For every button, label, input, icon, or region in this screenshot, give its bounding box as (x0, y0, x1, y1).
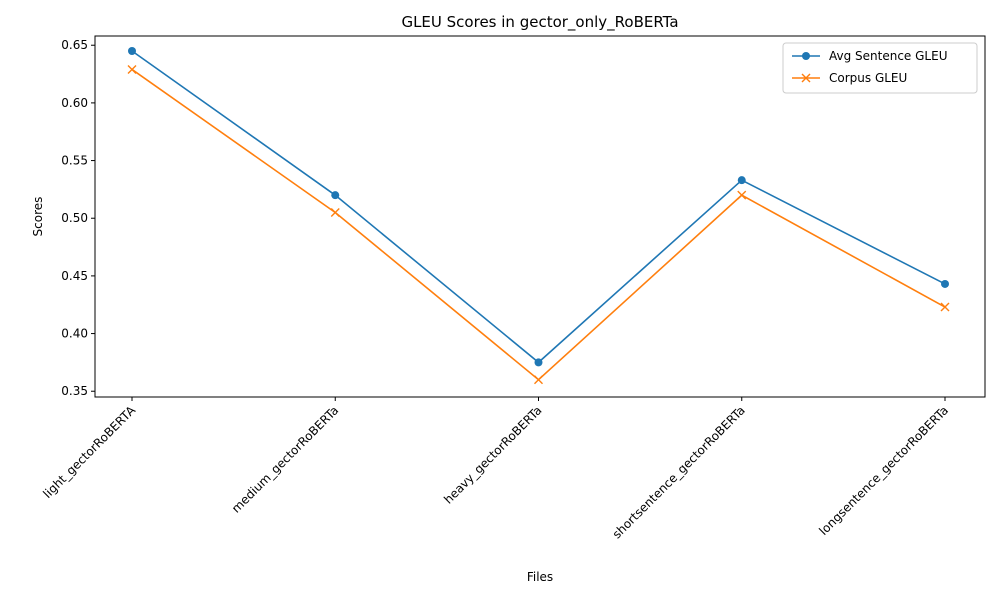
chart-title: GLEU Scores in gector_only_RoBERTa (401, 13, 678, 32)
x-tick-label: light_gectorRoBERTA (40, 403, 138, 501)
x-tick-label: longsentence_gectorRoBERTa (816, 403, 951, 538)
y-tick-label: 0.55 (61, 154, 88, 168)
y-tick-label: 0.40 (61, 327, 88, 341)
y-tick-label: 0.45 (61, 269, 88, 283)
plot-area (94, 35, 986, 398)
y-axis: 0.35 0.40 0.45 0.50 0.55 0.60 0.65 (61, 38, 95, 398)
x-axis: light_gectorRoBERTA medium_gectorRoBERTa h… (40, 397, 951, 541)
data-point (330, 207, 340, 217)
data-point (127, 64, 137, 74)
legend: Avg Sentence GLEU Corpus GLEU (782, 42, 978, 94)
legend-box (782, 42, 978, 94)
legend-label: Corpus GLEU (829, 71, 907, 85)
series-line (131, 68, 946, 381)
legend-label: Avg Sentence GLEU (829, 49, 947, 63)
x-tick-label: medium_gectorRoBERTa (229, 403, 341, 515)
series-layer (127, 46, 950, 385)
legend-marker (802, 52, 810, 60)
data-point (128, 46, 136, 55)
x-tick-label: heavy_gectorRoBERTa (441, 403, 544, 506)
y-axis-label: Scores (31, 197, 45, 237)
data-point (940, 302, 950, 312)
x-tick-label: shortsentence_gectorRoBERTa (610, 403, 748, 541)
legend-marker (801, 73, 811, 83)
y-tick-label: 0.60 (61, 96, 88, 110)
series-line (131, 50, 946, 364)
data-point (534, 375, 543, 385)
x-axis-label: Files (527, 570, 553, 584)
y-tick-label: 0.65 (61, 38, 88, 52)
data-point (737, 176, 746, 185)
y-tick-label: 0.35 (61, 384, 88, 398)
data-point (534, 358, 543, 367)
y-tick-label: 0.50 (61, 211, 88, 225)
data-point (941, 279, 949, 288)
data-point (737, 190, 747, 200)
data-point (331, 191, 340, 200)
